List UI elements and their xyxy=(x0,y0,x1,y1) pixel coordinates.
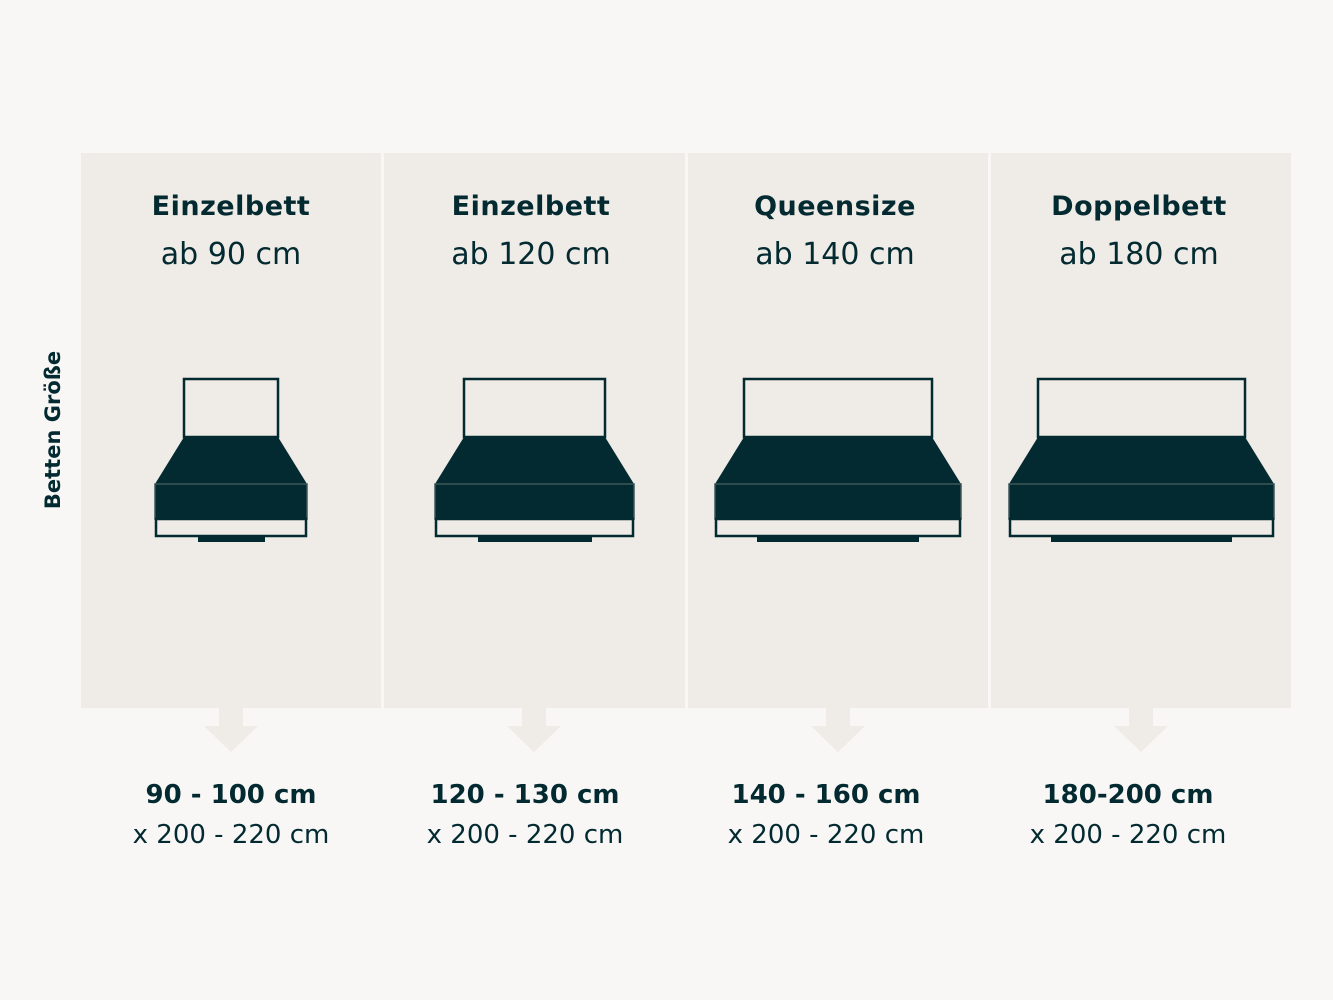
arrow-down-icon xyxy=(204,708,258,752)
size-range: 140 - 160 cm xyxy=(731,780,921,810)
length-range: x 200 - 220 cm xyxy=(426,820,624,850)
column-title: Einzelbett xyxy=(151,191,311,222)
column-subtitle: ab 120 cm xyxy=(451,237,611,272)
single-bed-icon-foot xyxy=(198,536,265,542)
queen-bed-icon-headboard xyxy=(742,377,934,439)
double-bed-icon-mattress xyxy=(1008,483,1275,520)
column-subtitle: ab 180 cm xyxy=(1059,237,1219,272)
single-bed-icon-headboard xyxy=(182,377,280,439)
column-subtitle: ab 140 cm xyxy=(755,237,915,272)
double-bed-icon-headboard xyxy=(1036,377,1247,439)
wide-single-bed-icon-frame xyxy=(434,517,635,538)
queen-bed-icon-frame xyxy=(714,517,962,538)
double-bed-icon-foot xyxy=(1051,536,1232,542)
wide-single-bed-icon-blanket xyxy=(435,437,634,484)
wide-single-bed-icon-headboard xyxy=(462,377,607,439)
single-bed-icon-mattress xyxy=(154,483,308,520)
column-title: Einzelbett xyxy=(451,191,611,222)
column-einzelbett-120: Einzelbett ab 120 cm xyxy=(384,153,685,708)
arrow-down-icon xyxy=(507,708,561,752)
size-range: 90 - 100 cm xyxy=(145,780,317,810)
double-bed-icon-blanket xyxy=(1009,437,1274,484)
double-bed-icon-frame xyxy=(1008,517,1275,538)
column-subtitle: ab 90 cm xyxy=(160,237,302,272)
arrow-down-icon xyxy=(1114,708,1168,752)
single-bed-icon-blanket xyxy=(155,437,307,484)
single-bed-icon-frame xyxy=(154,517,308,538)
column-title: Queensize xyxy=(754,191,916,222)
size-range: 120 - 130 cm xyxy=(430,780,620,810)
length-range: x 200 - 220 cm xyxy=(727,820,925,850)
column-title: Doppelbett xyxy=(1051,191,1227,222)
wide-single-bed-icon-foot xyxy=(478,536,592,542)
queen-bed-icon-mattress xyxy=(714,483,962,520)
length-range: x 200 - 220 cm xyxy=(132,820,330,850)
queen-bed-icon-blanket xyxy=(715,437,961,484)
queen-bed-icon-foot xyxy=(757,536,919,542)
length-range: x 200 - 220 cm xyxy=(1029,820,1227,850)
wide-single-bed-icon-mattress xyxy=(434,483,635,520)
arrow-down-icon xyxy=(811,708,865,752)
size-range: 180-200 cm xyxy=(1042,780,1214,810)
